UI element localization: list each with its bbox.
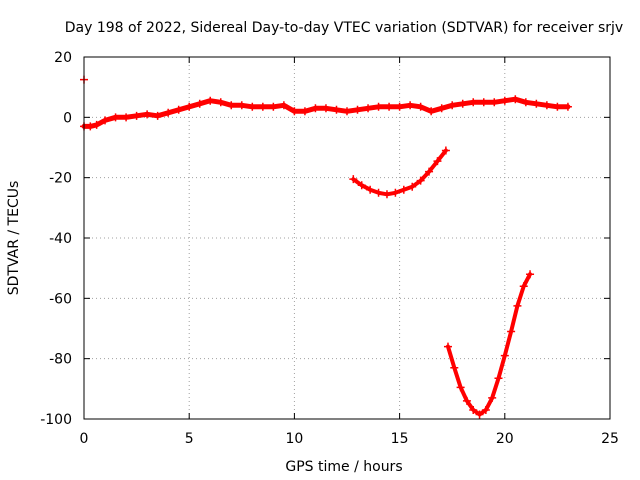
data-point bbox=[374, 102, 383, 111]
data-point bbox=[258, 102, 267, 111]
data-point bbox=[416, 176, 425, 185]
data-point bbox=[526, 270, 535, 279]
data-point bbox=[332, 105, 341, 114]
data-point bbox=[490, 98, 499, 107]
data-point bbox=[416, 102, 425, 111]
y-tick-label: -20 bbox=[49, 171, 72, 187]
data-point bbox=[353, 105, 362, 114]
x-tick-label: 10 bbox=[285, 431, 303, 447]
data-point bbox=[475, 410, 484, 419]
data-point bbox=[300, 107, 309, 116]
data-point bbox=[227, 101, 236, 110]
data-point bbox=[408, 182, 417, 191]
data-point bbox=[174, 105, 183, 114]
series-3 bbox=[443, 270, 535, 419]
chart-title: Day 198 of 2022, Sidereal Day-to-day VTE… bbox=[65, 20, 623, 36]
data-point bbox=[450, 363, 459, 372]
data-point bbox=[563, 102, 572, 111]
data-point bbox=[553, 102, 562, 111]
y-tick-label: 20 bbox=[54, 50, 72, 66]
y-tick-label: -40 bbox=[49, 231, 72, 247]
data-point bbox=[433, 157, 442, 166]
axis-ticks: 0 5 10 15 20 25 20 0 -20 -40 -60 -80 -100 bbox=[40, 50, 619, 447]
x-axis-label: GPS time / hours bbox=[285, 459, 402, 475]
x-tick-label: 5 bbox=[185, 431, 194, 447]
data-series bbox=[80, 75, 572, 419]
data-point bbox=[469, 98, 478, 107]
data-point bbox=[269, 102, 278, 111]
data-point bbox=[511, 95, 520, 104]
data-point bbox=[385, 102, 394, 111]
data-point bbox=[382, 190, 391, 199]
data-point bbox=[521, 98, 530, 107]
data-point bbox=[164, 108, 173, 117]
data-point bbox=[448, 101, 457, 110]
data-point bbox=[532, 99, 541, 108]
data-point bbox=[513, 301, 522, 310]
data-point bbox=[462, 396, 471, 405]
y-tick-label: 0 bbox=[63, 110, 72, 126]
data-point bbox=[321, 104, 330, 113]
data-point bbox=[507, 327, 516, 336]
data-point bbox=[488, 393, 497, 402]
data-point bbox=[237, 101, 246, 110]
y-axis-label: SDTVAR / TECUs bbox=[6, 181, 22, 296]
data-point bbox=[481, 405, 490, 414]
data-point bbox=[343, 107, 351, 116]
x-tick-label: 20 bbox=[496, 431, 514, 447]
data-point bbox=[500, 351, 509, 360]
data-point bbox=[206, 96, 215, 105]
data-point bbox=[101, 116, 110, 125]
data-point bbox=[425, 167, 434, 176]
data-point bbox=[311, 104, 320, 113]
data-point bbox=[92, 120, 101, 129]
series-2-trace bbox=[351, 148, 448, 197]
data-point bbox=[122, 113, 131, 122]
data-point bbox=[111, 113, 120, 122]
series-1-trace bbox=[81, 96, 571, 129]
y-tick-label: -60 bbox=[49, 291, 72, 307]
data-point bbox=[185, 102, 194, 111]
series-2 bbox=[349, 146, 450, 199]
data-point bbox=[437, 104, 446, 113]
data-point bbox=[479, 98, 488, 107]
data-point bbox=[132, 111, 141, 120]
x-tick-label: 0 bbox=[80, 431, 89, 447]
series-3-trace bbox=[446, 272, 532, 417]
data-point bbox=[290, 107, 299, 116]
y-tick-label: -80 bbox=[49, 352, 72, 368]
data-point bbox=[494, 374, 503, 383]
x-tick-label: 15 bbox=[391, 431, 409, 447]
data-point bbox=[248, 102, 257, 111]
data-point bbox=[395, 102, 404, 111]
data-point bbox=[441, 146, 450, 155]
data-point bbox=[143, 110, 152, 119]
data-point bbox=[366, 185, 375, 194]
grid bbox=[84, 57, 610, 419]
data-point bbox=[195, 99, 204, 108]
series-1 bbox=[80, 95, 572, 131]
data-point bbox=[427, 107, 436, 116]
data-point bbox=[357, 181, 366, 190]
data-point bbox=[500, 96, 509, 105]
y-tick-label: -100 bbox=[40, 412, 72, 428]
data-point bbox=[456, 383, 465, 392]
data-point bbox=[519, 282, 528, 291]
data-point bbox=[542, 101, 551, 110]
data-point bbox=[469, 405, 478, 414]
data-point bbox=[279, 101, 288, 110]
data-point bbox=[443, 342, 452, 351]
data-point bbox=[399, 185, 408, 194]
data-point bbox=[374, 188, 383, 197]
x-tick-label: 25 bbox=[601, 431, 619, 447]
data-point bbox=[216, 98, 225, 107]
data-point bbox=[458, 99, 467, 108]
data-point bbox=[391, 188, 400, 197]
data-point bbox=[406, 101, 415, 110]
data-point bbox=[349, 175, 358, 184]
data-point bbox=[86, 122, 95, 131]
data-point bbox=[364, 104, 373, 113]
data-point bbox=[153, 111, 162, 120]
